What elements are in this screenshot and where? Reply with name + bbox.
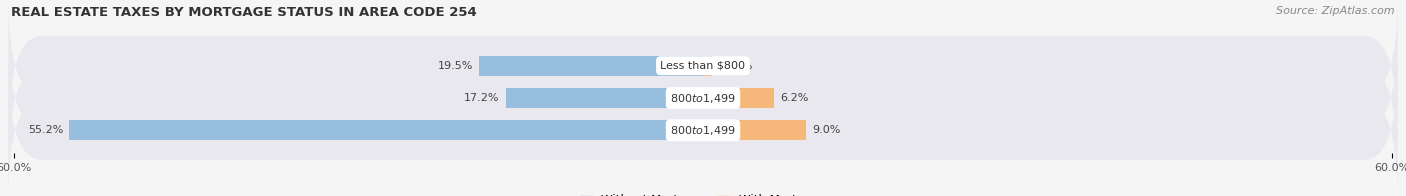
Text: 17.2%: 17.2% xyxy=(464,93,499,103)
Text: Source: ZipAtlas.com: Source: ZipAtlas.com xyxy=(1277,6,1395,16)
Bar xyxy=(703,120,807,140)
Bar xyxy=(703,56,711,76)
Text: 55.2%: 55.2% xyxy=(28,125,63,135)
Bar xyxy=(506,88,703,108)
Bar xyxy=(479,56,703,76)
FancyBboxPatch shape xyxy=(8,0,1398,133)
Text: 0.75%: 0.75% xyxy=(717,61,752,71)
Text: 6.2%: 6.2% xyxy=(780,93,808,103)
FancyBboxPatch shape xyxy=(8,63,1398,196)
Text: $800 to $1,499: $800 to $1,499 xyxy=(671,124,735,137)
Text: $800 to $1,499: $800 to $1,499 xyxy=(671,92,735,104)
Text: 19.5%: 19.5% xyxy=(439,61,474,71)
Legend: Without Mortgage, With Mortgage: Without Mortgage, With Mortgage xyxy=(581,194,825,196)
Bar xyxy=(69,120,703,140)
Text: Less than $800: Less than $800 xyxy=(661,61,745,71)
FancyBboxPatch shape xyxy=(8,31,1398,165)
Bar xyxy=(703,88,775,108)
Text: REAL ESTATE TAXES BY MORTGAGE STATUS IN AREA CODE 254: REAL ESTATE TAXES BY MORTGAGE STATUS IN … xyxy=(11,6,477,19)
Text: 9.0%: 9.0% xyxy=(813,125,841,135)
